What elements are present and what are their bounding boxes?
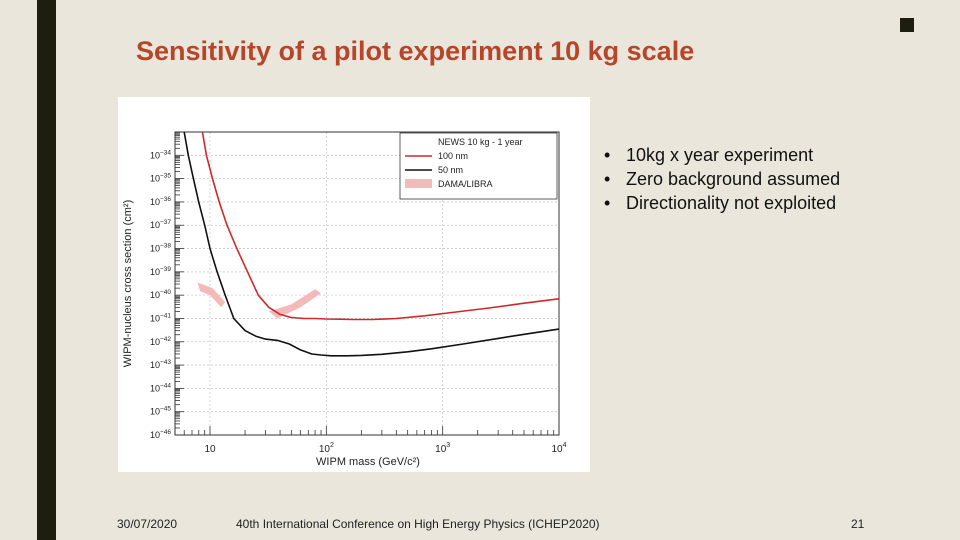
dama-libra-region: [197, 282, 226, 308]
x-tick-label: 10: [204, 444, 216, 455]
x-tick-label: 102: [319, 442, 334, 455]
y-tick-label: 10−42: [150, 336, 171, 347]
x-axis-title: WIPM mass (GeV/c²): [316, 456, 420, 468]
y-tick-label: 10−34: [150, 149, 171, 160]
series-line-50-nm: [183, 132, 559, 357]
series-line-100-nm: [201, 132, 559, 321]
y-tick-label: 10−41: [150, 312, 171, 323]
footer-date: 30/07/2020: [117, 517, 178, 531]
bullet-item: Directionality not exploited: [604, 191, 840, 215]
plot-panel: 10 102 103 104 10−34 10−35 10−36 10−37 10−38 10−3…: [118, 97, 590, 472]
y-tick-label: 10−35: [150, 173, 171, 184]
footer-page-number: 21: [851, 517, 865, 531]
sensitivity-chart: 10 102 103 104 10−34 10−35 10−36 10−37 10−38 10−3…: [122, 131, 567, 468]
y-tick-label: 10−36: [150, 196, 171, 207]
y-tick-label: 10−37: [150, 219, 171, 230]
legend-label: DAMA/LIBRA: [438, 179, 493, 189]
x-tick-label: 103: [435, 442, 450, 455]
corner-square: [900, 18, 914, 32]
dama-libra-region: [268, 289, 321, 319]
legend-swatch: [405, 179, 432, 188]
bullet-item: 10kg x year experiment: [604, 143, 840, 167]
y-tick-label: 10−39: [150, 266, 171, 277]
plot-frame: [174, 131, 560, 436]
y-tick-label: 10−38: [150, 243, 171, 254]
y-axis-title: WIPM-nucleus cross section (cm²): [122, 200, 134, 367]
y-tick-label: 10−40: [150, 289, 171, 300]
x-tick-label: 104: [551, 442, 566, 455]
y-tick-label: 10−44: [150, 382, 171, 393]
y-tick-label: 10−45: [150, 406, 171, 417]
legend-label: 100 nm: [438, 151, 468, 161]
legend-label: 50 nm: [438, 165, 463, 175]
legend-title: NEWS 10 kg - 1 year: [438, 137, 523, 147]
footer-conference: 40th International Conference on High En…: [236, 517, 600, 531]
bullet-item: Zero background assumed: [604, 167, 840, 191]
bullet-list: 10kg x year experiment Zero background a…: [604, 143, 840, 215]
y-tick-label: 10−46: [150, 429, 171, 440]
left-accent-bar: [37, 0, 56, 540]
y-tick-label: 10−43: [150, 359, 171, 370]
slide-title: Sensitivity of a pilot experiment 10 kg …: [136, 36, 695, 66]
